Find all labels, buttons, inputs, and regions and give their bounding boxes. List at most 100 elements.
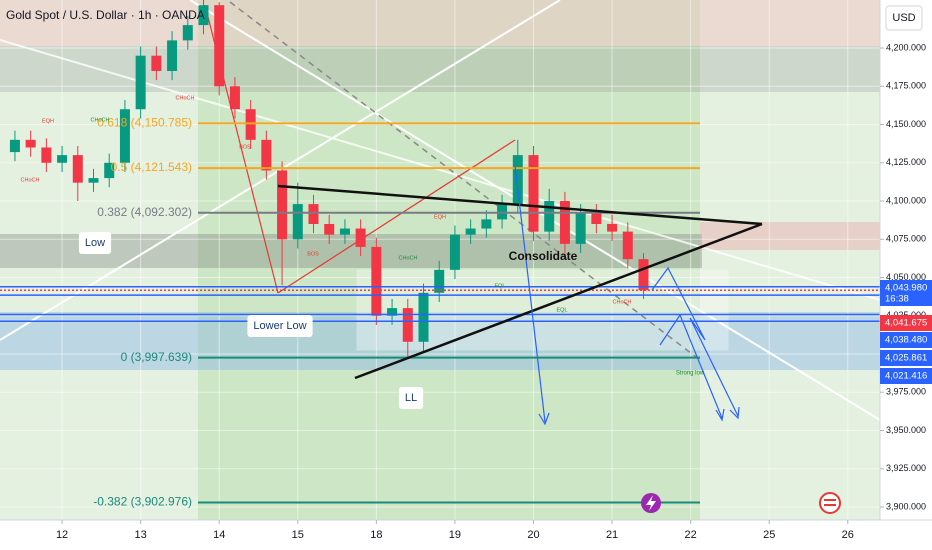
price-badge xyxy=(880,368,932,384)
candle-body xyxy=(402,308,413,342)
arrow xyxy=(651,266,740,420)
y-tick-label: 3,925.000 xyxy=(886,463,926,473)
candles xyxy=(9,0,649,358)
annotation-box xyxy=(78,232,112,254)
y-tick-label: 4,050.000 xyxy=(886,272,926,282)
x-tick-label: 18 xyxy=(370,529,382,541)
annotation: BOS xyxy=(239,144,251,150)
candle-body xyxy=(308,204,319,224)
fib-label: 0.382 (4,092.302) xyxy=(97,205,192,219)
candle-body xyxy=(167,40,178,71)
candle-body xyxy=(638,259,649,291)
y-tick-label: 4,125.000 xyxy=(886,157,926,167)
annotation: EQL xyxy=(494,283,505,289)
x-tick-label: 20 xyxy=(527,529,539,541)
price-badge xyxy=(880,315,932,331)
candle-body xyxy=(528,155,539,232)
x-tick-label: 19 xyxy=(449,529,461,541)
annotation: Consolidate xyxy=(509,249,578,263)
candle-body xyxy=(292,204,303,240)
economic-event-icon xyxy=(819,492,841,514)
annotation: CHoCH xyxy=(91,117,110,123)
currency: USD xyxy=(892,12,915,24)
y-tick-label: 4,175.000 xyxy=(886,81,926,91)
triangle-lower xyxy=(354,222,763,380)
annotation: Low xyxy=(85,237,105,249)
annotation-box xyxy=(398,387,424,409)
candle-body xyxy=(434,269,445,293)
fib-label: 0.5 (4,121.543) xyxy=(111,160,192,174)
levels: 0.618 (4,150.785) 0.5 (4,121.543) 0.382 (4… xyxy=(0,116,880,509)
candle-body xyxy=(214,5,225,87)
flag-stripe xyxy=(824,504,836,506)
candle-body xyxy=(104,162,115,179)
price-badge-label: 4,041.675 xyxy=(885,318,927,329)
annotation: EQL xyxy=(556,307,567,313)
candle-body xyxy=(72,155,83,183)
candle-body xyxy=(355,228,366,247)
annotation: Strong low xyxy=(676,371,705,377)
y-tick-label: 4,200.000 xyxy=(886,42,926,52)
candle-body xyxy=(198,5,209,26)
candle-body xyxy=(25,139,36,148)
candle-body xyxy=(339,228,350,235)
arrow xyxy=(659,313,725,422)
price-badge-label: 4,043.980 xyxy=(885,283,927,294)
y-tick-label: 4,150.000 xyxy=(886,119,926,129)
x-tick-label: 14 xyxy=(213,529,225,541)
candle-body xyxy=(135,55,146,110)
y-tick-label: 3,975.000 xyxy=(886,387,926,397)
candle-body xyxy=(261,139,272,171)
price-badge-label: 4,021.416 xyxy=(885,371,927,382)
candle-body xyxy=(465,228,476,235)
candle-body xyxy=(418,292,429,342)
currency-box[interactable] xyxy=(885,5,923,31)
arrow xyxy=(514,164,550,426)
supply-zone xyxy=(0,0,880,46)
candle-body xyxy=(245,109,256,140)
candle-body xyxy=(119,109,130,163)
fib-label: -0.382 (3,902.976) xyxy=(93,495,192,509)
price-axis xyxy=(880,0,932,550)
time-axis xyxy=(0,520,880,550)
price-badge-time: 16:38 xyxy=(885,294,909,305)
projection-arrows xyxy=(514,164,740,426)
candle-body xyxy=(481,219,492,229)
x-tick-label: 22 xyxy=(685,529,697,541)
annotations: Low Lower Low LL Consolidate Strong low EQH CH… xyxy=(21,95,705,409)
candle-body xyxy=(512,155,523,205)
candle-body xyxy=(9,139,20,153)
y-tick-label: 3,950.000 xyxy=(886,425,926,435)
y-tick-label: 3,900.000 xyxy=(886,501,926,511)
chart-title: Gold Spot / U.S. Dollar · 1h · OANDA xyxy=(6,8,205,22)
x-tick-label: 15 xyxy=(292,529,304,541)
annotation: CHoCH xyxy=(613,299,632,305)
price-badge xyxy=(880,350,932,366)
candle-body xyxy=(371,246,382,316)
fib-label: 0 (3,997.639) xyxy=(121,350,192,364)
candle-body xyxy=(324,223,335,235)
annotation: Lower Low xyxy=(253,320,306,332)
x-tick-label: 21 xyxy=(606,529,618,541)
annotation: CHoCH xyxy=(399,255,418,261)
candle-body xyxy=(607,223,618,232)
candle-body xyxy=(182,25,193,41)
resistance-zone xyxy=(0,46,880,92)
channel-line xyxy=(0,0,561,341)
annotation: CHoCH xyxy=(176,95,195,101)
channel-line xyxy=(0,39,881,301)
annotation-box xyxy=(247,315,313,337)
price-badge xyxy=(880,280,932,306)
x-tick-label: 25 xyxy=(763,529,775,541)
candle-body xyxy=(229,86,240,110)
candle-body xyxy=(575,213,586,244)
candle-body xyxy=(57,155,68,163)
axes: 3,900.0003,925.0003,950.0003,975.0004,00… xyxy=(56,42,932,541)
annotation: EQH xyxy=(42,118,54,124)
candle-body xyxy=(497,204,508,220)
fib-label: 0.618 (4,150.785) xyxy=(97,116,192,130)
candle-body xyxy=(559,201,570,244)
price-badge-label: 4,038.480 xyxy=(885,335,927,346)
flag-stripe xyxy=(824,499,836,501)
